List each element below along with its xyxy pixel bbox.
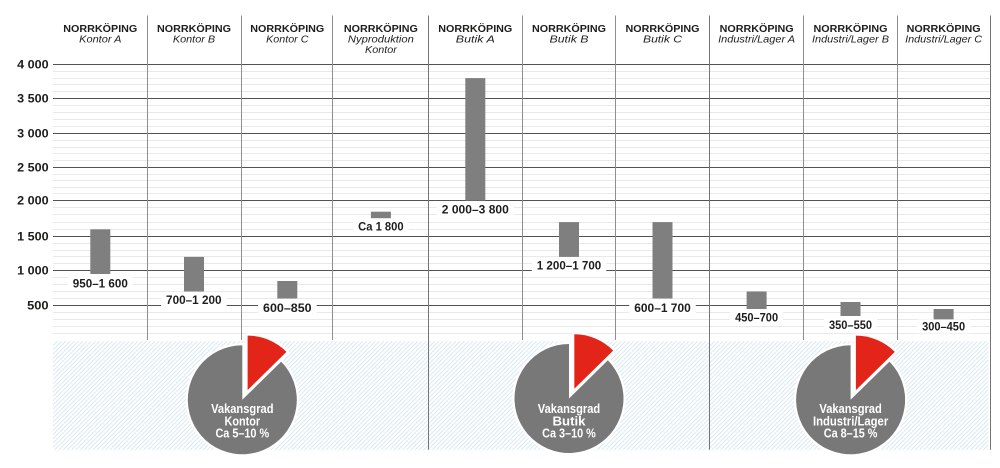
svg-text:1 500: 1 500 <box>17 232 49 244</box>
svg-text:NORRKÖPING: NORRKÖPING <box>344 22 418 35</box>
svg-text:950–1 600: 950–1 600 <box>73 277 128 291</box>
svg-text:Kontor C: Kontor C <box>266 34 309 46</box>
svg-text:Kontor: Kontor <box>225 413 261 428</box>
svg-text:600–1 700: 600–1 700 <box>634 301 691 315</box>
svg-text:Industri/Lager C: Industri/Lager C <box>905 34 982 46</box>
svg-text:Industri/Lager B: Industri/Lager B <box>812 34 889 46</box>
svg-text:NORRKÖPING: NORRKÖPING <box>438 22 512 35</box>
svg-text:700–1 200: 700–1 200 <box>166 293 222 307</box>
svg-text:Vakansgrad: Vakansgrad <box>211 401 273 416</box>
svg-text:Kontor A: Kontor A <box>79 34 121 46</box>
svg-text:Nyproduktion: Nyproduktion <box>348 34 414 46</box>
svg-text:NORRKÖPING: NORRKÖPING <box>250 22 324 35</box>
svg-text:4 000: 4 000 <box>17 60 49 72</box>
svg-text:Butik: Butik <box>553 413 587 428</box>
svg-text:Vakansgrad: Vakansgrad <box>538 401 600 416</box>
svg-text:Ca 1 800: Ca 1 800 <box>358 219 404 233</box>
svg-text:Industri/Lager: Industri/Lager <box>813 413 888 428</box>
svg-text:Butik A: Butik A <box>456 34 495 46</box>
svg-text:Industri/Lager A: Industri/Lager A <box>718 34 795 46</box>
svg-text:NORRKÖPING: NORRKÖPING <box>907 22 981 35</box>
svg-text:1 000: 1 000 <box>17 266 49 278</box>
svg-text:3 500: 3 500 <box>17 94 49 106</box>
svg-text:Kontor: Kontor <box>365 44 397 56</box>
svg-text:NORRKÖPING: NORRKÖPING <box>814 22 888 35</box>
svg-text:Ca 5–10 %: Ca 5–10 % <box>215 426 269 441</box>
svg-text:600–850: 600–850 <box>263 301 312 315</box>
svg-text:NORRKÖPING: NORRKÖPING <box>720 22 794 35</box>
svg-text:NORRKÖPING: NORRKÖPING <box>63 22 137 35</box>
svg-text:2 000: 2 000 <box>17 196 49 208</box>
svg-text:1 200–1 700: 1 200–1 700 <box>537 258 602 272</box>
svg-text:Ca 3–10 %: Ca 3–10 % <box>542 426 596 441</box>
svg-text:Butik B: Butik B <box>550 34 589 46</box>
svg-text:500: 500 <box>27 301 49 313</box>
svg-text:Ca 8–15 %: Ca 8–15 % <box>824 426 878 441</box>
svg-text:Butik C: Butik C <box>643 34 682 46</box>
svg-text:350–550: 350–550 <box>829 318 872 332</box>
svg-text:Kontor B: Kontor B <box>173 34 215 46</box>
svg-text:Vakansgrad: Vakansgrad <box>819 401 881 416</box>
svg-text:450–700: 450–700 <box>735 310 778 324</box>
svg-text:NORRKÖPING: NORRKÖPING <box>157 22 231 35</box>
svg-text:2 500: 2 500 <box>17 163 49 175</box>
svg-text:2 000–3 800: 2 000–3 800 <box>442 203 509 217</box>
svg-text:3 000: 3 000 <box>17 129 49 141</box>
svg-text:NORRKÖPING: NORRKÖPING <box>626 22 700 35</box>
svg-text:300–450: 300–450 <box>922 320 965 334</box>
svg-text:NORRKÖPING: NORRKÖPING <box>532 22 606 35</box>
